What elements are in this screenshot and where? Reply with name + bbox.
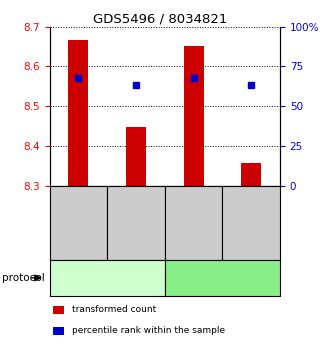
Text: percentile rank within the sample: percentile rank within the sample: [72, 326, 225, 336]
Text: miR-365-2
expression: miR-365-2 expression: [196, 267, 249, 289]
Bar: [68, 40, 88, 186]
Text: transformed count: transformed count: [72, 305, 156, 314]
Text: GSM832617: GSM832617: [132, 195, 140, 251]
Text: protocol: protocol: [2, 273, 44, 283]
Text: GSM832615: GSM832615: [247, 195, 256, 251]
Bar: [241, 163, 261, 186]
Text: GSM832614: GSM832614: [189, 196, 198, 250]
Bar: [126, 127, 146, 186]
Text: GDS5496 / 8034821: GDS5496 / 8034821: [93, 12, 227, 25]
Text: control: control: [90, 273, 124, 283]
Bar: [184, 46, 204, 186]
Text: GSM832616: GSM832616: [74, 195, 83, 251]
